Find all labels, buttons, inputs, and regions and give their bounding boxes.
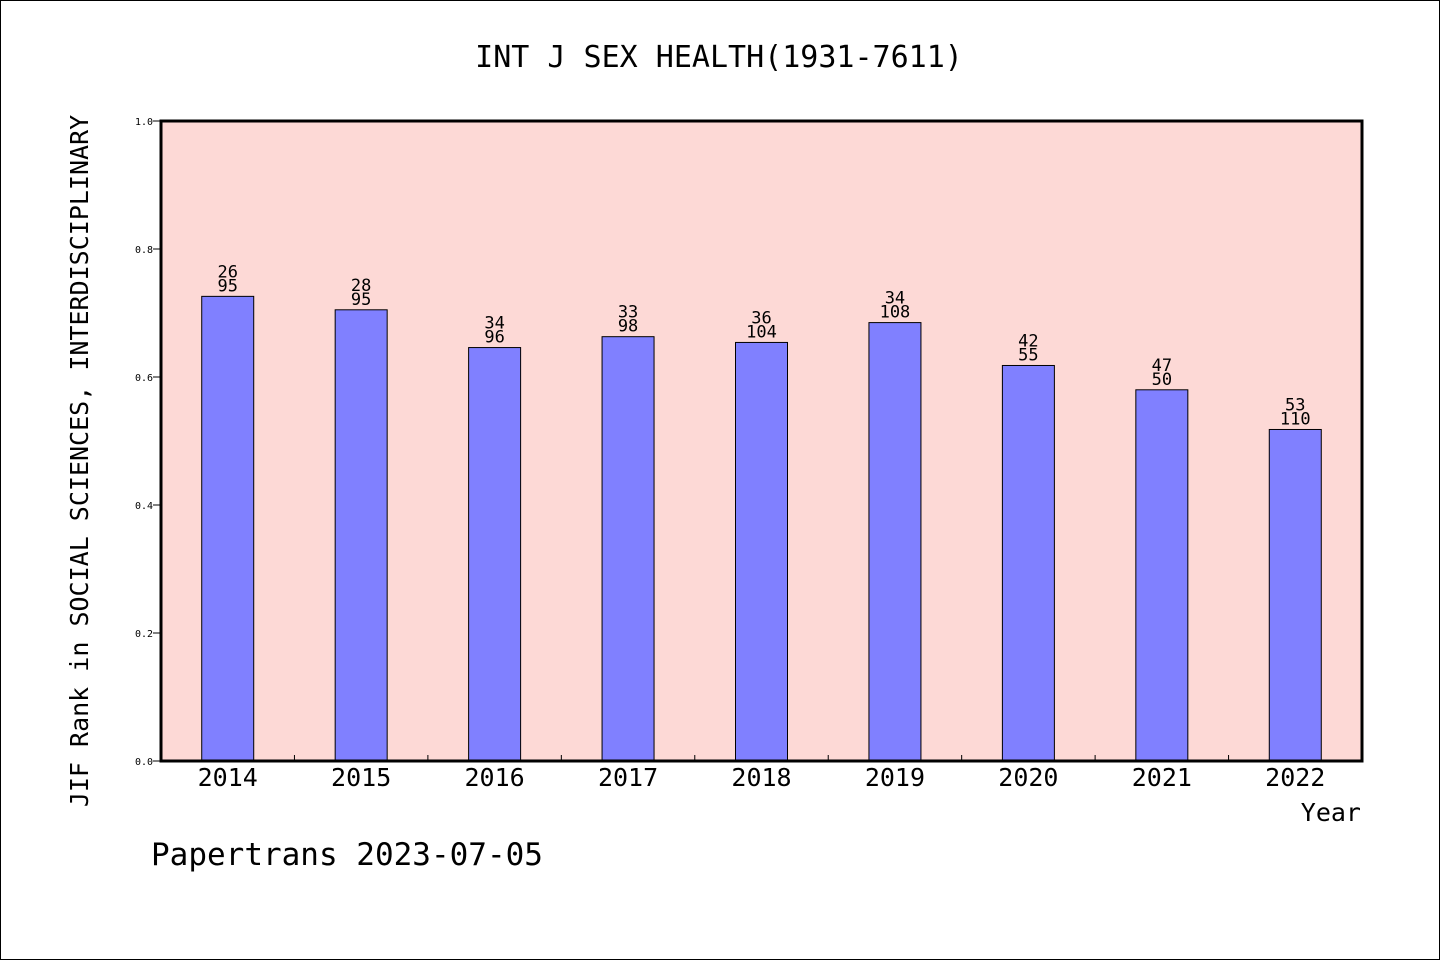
y-tick-label: 1.0 <box>135 117 153 128</box>
y-tick-label: 0.8 <box>135 245 153 256</box>
bar-total-label: 95 <box>351 290 371 310</box>
x-tick-label: 2018 <box>731 763 791 792</box>
x-tick-label: 2019 <box>865 763 925 792</box>
x-axis: 2014 2015 2016 2017 2018 2019 2020 2021 2022 <box>198 755 1325 792</box>
bar-total-label: 50 <box>1152 370 1172 390</box>
bar-2014 <box>201 295 255 762</box>
x-tick-label: 2022 <box>1265 763 1325 792</box>
plot-border <box>159 119 1364 763</box>
bar-2018 <box>735 341 788 762</box>
x-tick-label: 2021 <box>1132 763 1192 792</box>
bar-2021 <box>1135 389 1189 762</box>
footer-credit: Papertrans 2023-07-05 <box>151 837 543 873</box>
bar-2019 <box>868 322 922 762</box>
bar-rank-label: 28 <box>351 276 371 296</box>
bar-total-label: 104 <box>746 322 777 342</box>
y-tick-label: 0.6 <box>135 373 153 384</box>
x-tick-label: 2020 <box>998 763 1058 792</box>
bar-rank-label: 42 <box>1018 331 1038 351</box>
x-tick-label: 2014 <box>198 763 258 792</box>
bar-rank-label: 34 <box>885 289 905 309</box>
bar-total-label: 108 <box>880 303 911 323</box>
y-tick-label: 0.0 <box>135 757 153 768</box>
y-tick-label: 0.4 <box>135 501 153 512</box>
bar-rank-label: 53 <box>1285 395 1305 415</box>
bar-rank-label: 34 <box>484 314 504 334</box>
y-axis: 0.0 0.2 0.4 0.6 0.8 1.0 <box>135 117 161 768</box>
bar-total-label: 96 <box>484 328 504 348</box>
x-tick-label: 2017 <box>598 763 658 792</box>
bar-2017 <box>601 336 655 762</box>
bar-2022 <box>1268 428 1322 762</box>
bar-total-label: 95 <box>217 276 237 296</box>
x-tick-label: 2016 <box>465 763 525 792</box>
chart-title: INT J SEX HEALTH(1931-7611) <box>475 40 963 75</box>
y-axis-label: JIF Rank in SOCIAL SCIENCES, INTERDISCIP… <box>65 115 94 807</box>
bar-total-label: 98 <box>618 317 638 337</box>
bar-2016 <box>468 347 522 762</box>
bar-rank-label: 26 <box>217 262 237 282</box>
bar-2015 <box>334 309 388 762</box>
bar-total-label: 55 <box>1018 345 1038 365</box>
bar-2020 <box>1001 364 1055 762</box>
y-tick-label: 0.2 <box>135 629 153 640</box>
x-tick-label: 2015 <box>331 763 391 792</box>
x-axis-label: Year <box>1301 798 1361 827</box>
bar-rank-label: 47 <box>1152 356 1172 376</box>
bar-rank-label: 33 <box>618 303 638 323</box>
bar-rank-label: 36 <box>751 308 771 328</box>
bar-total-label: 110 <box>1280 409 1311 429</box>
